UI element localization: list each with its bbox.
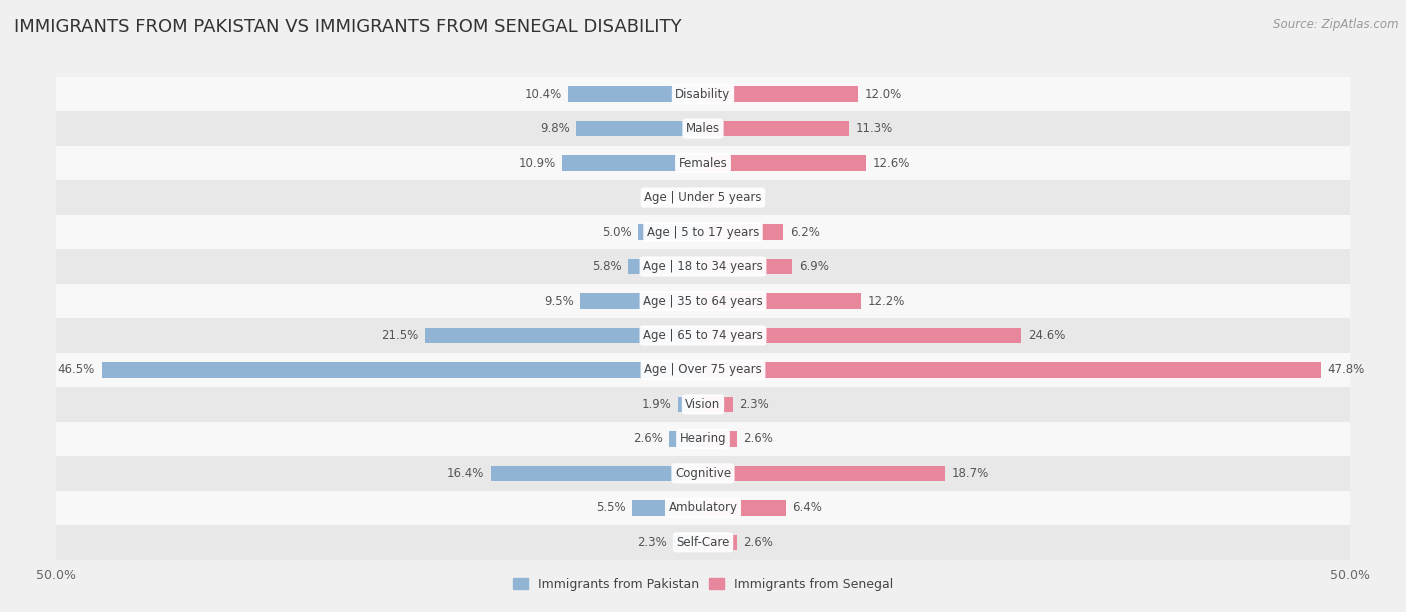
Text: 9.5%: 9.5% bbox=[544, 294, 574, 307]
Text: Age | 65 to 74 years: Age | 65 to 74 years bbox=[643, 329, 763, 342]
Text: 6.2%: 6.2% bbox=[790, 226, 820, 239]
Text: Ambulatory: Ambulatory bbox=[668, 501, 738, 514]
Bar bbox=[703, 397, 733, 412]
Bar bbox=[703, 535, 737, 550]
Text: 5.5%: 5.5% bbox=[596, 501, 626, 514]
Text: Hearing: Hearing bbox=[679, 433, 727, 446]
Text: 24.6%: 24.6% bbox=[1028, 329, 1066, 342]
Bar bbox=[703, 190, 718, 205]
Bar bbox=[703, 327, 1021, 343]
Bar bbox=[673, 535, 703, 550]
Text: 12.6%: 12.6% bbox=[873, 157, 910, 170]
Text: 12.2%: 12.2% bbox=[868, 294, 904, 307]
Bar bbox=[576, 121, 703, 136]
Bar bbox=[56, 284, 1350, 318]
Bar bbox=[56, 318, 1350, 353]
Text: 2.6%: 2.6% bbox=[744, 433, 773, 446]
Text: 10.4%: 10.4% bbox=[524, 88, 562, 100]
Text: 18.7%: 18.7% bbox=[952, 467, 988, 480]
Legend: Immigrants from Pakistan, Immigrants from Senegal: Immigrants from Pakistan, Immigrants fro… bbox=[508, 573, 898, 596]
Text: Males: Males bbox=[686, 122, 720, 135]
Bar bbox=[669, 431, 703, 447]
Bar bbox=[56, 491, 1350, 525]
Bar bbox=[703, 431, 737, 447]
Bar bbox=[56, 387, 1350, 422]
Bar bbox=[56, 353, 1350, 387]
Text: 6.9%: 6.9% bbox=[799, 260, 828, 273]
Text: Self-Care: Self-Care bbox=[676, 536, 730, 549]
Bar bbox=[703, 86, 858, 102]
Bar bbox=[56, 456, 1350, 491]
Text: Vision: Vision bbox=[685, 398, 721, 411]
Text: 1.1%: 1.1% bbox=[652, 191, 682, 204]
Text: Females: Females bbox=[679, 157, 727, 170]
Text: 6.4%: 6.4% bbox=[792, 501, 823, 514]
Text: 1.2%: 1.2% bbox=[725, 191, 755, 204]
Bar bbox=[703, 155, 866, 171]
Text: Age | 35 to 64 years: Age | 35 to 64 years bbox=[643, 294, 763, 307]
Text: 5.8%: 5.8% bbox=[592, 260, 621, 273]
Bar bbox=[689, 190, 703, 205]
Bar bbox=[631, 500, 703, 516]
Bar bbox=[56, 525, 1350, 559]
Bar bbox=[703, 121, 849, 136]
Bar bbox=[491, 466, 703, 481]
Bar bbox=[425, 327, 703, 343]
Bar bbox=[703, 500, 786, 516]
Bar bbox=[703, 293, 860, 309]
Text: 9.8%: 9.8% bbox=[540, 122, 569, 135]
Bar bbox=[581, 293, 703, 309]
Text: Disability: Disability bbox=[675, 88, 731, 100]
Bar bbox=[638, 224, 703, 240]
Text: 2.6%: 2.6% bbox=[744, 536, 773, 549]
Text: Source: ZipAtlas.com: Source: ZipAtlas.com bbox=[1274, 18, 1399, 31]
Bar bbox=[703, 466, 945, 481]
Bar bbox=[56, 181, 1350, 215]
Bar bbox=[562, 155, 703, 171]
Text: 12.0%: 12.0% bbox=[865, 88, 901, 100]
Text: 2.3%: 2.3% bbox=[637, 536, 666, 549]
Text: Age | 5 to 17 years: Age | 5 to 17 years bbox=[647, 226, 759, 239]
Bar bbox=[56, 111, 1350, 146]
Bar bbox=[56, 249, 1350, 284]
Text: 47.8%: 47.8% bbox=[1327, 364, 1365, 376]
Bar bbox=[703, 224, 783, 240]
Text: Cognitive: Cognitive bbox=[675, 467, 731, 480]
Text: 11.3%: 11.3% bbox=[856, 122, 893, 135]
Text: 1.9%: 1.9% bbox=[643, 398, 672, 411]
Text: Age | Under 5 years: Age | Under 5 years bbox=[644, 191, 762, 204]
Text: 2.6%: 2.6% bbox=[633, 433, 662, 446]
Bar bbox=[703, 362, 1322, 378]
Text: IMMIGRANTS FROM PAKISTAN VS IMMIGRANTS FROM SENEGAL DISABILITY: IMMIGRANTS FROM PAKISTAN VS IMMIGRANTS F… bbox=[14, 18, 682, 36]
Text: 46.5%: 46.5% bbox=[58, 364, 96, 376]
Bar bbox=[56, 146, 1350, 181]
Text: 2.3%: 2.3% bbox=[740, 398, 769, 411]
Bar bbox=[101, 362, 703, 378]
Text: Age | 18 to 34 years: Age | 18 to 34 years bbox=[643, 260, 763, 273]
Text: Age | Over 75 years: Age | Over 75 years bbox=[644, 364, 762, 376]
Bar bbox=[703, 259, 792, 274]
Bar bbox=[679, 397, 703, 412]
Bar bbox=[568, 86, 703, 102]
Text: 16.4%: 16.4% bbox=[447, 467, 485, 480]
Bar bbox=[628, 259, 703, 274]
Bar bbox=[56, 77, 1350, 111]
Bar bbox=[56, 215, 1350, 249]
Text: 10.9%: 10.9% bbox=[519, 157, 555, 170]
Text: 5.0%: 5.0% bbox=[602, 226, 631, 239]
Text: 21.5%: 21.5% bbox=[381, 329, 419, 342]
Bar bbox=[56, 422, 1350, 456]
